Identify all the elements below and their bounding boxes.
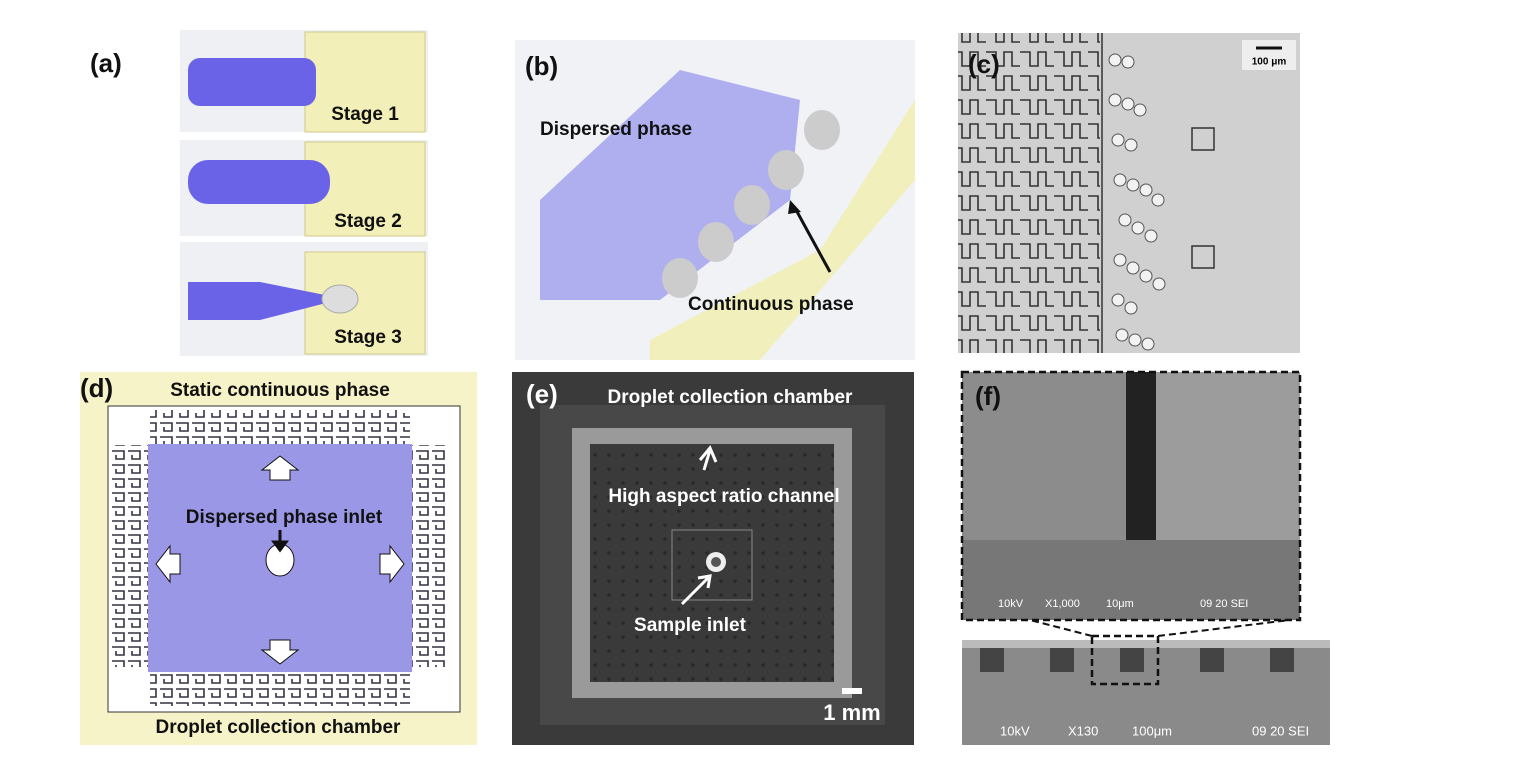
- sem-info: 100μm: [1132, 723, 1172, 738]
- panel-label: (b): [525, 51, 558, 81]
- inlet-label: Sample inlet: [634, 615, 747, 636]
- stage-label: Stage 2: [334, 211, 402, 232]
- stage-label: Stage 1: [331, 104, 399, 125]
- panel-label: (f): [975, 381, 1001, 411]
- sem-info: 09 20 SEI: [1252, 723, 1309, 738]
- sem-info: 09 20 SEI: [1200, 598, 1248, 610]
- sem-info: X1,000: [1045, 598, 1080, 610]
- dispersed-label: Dispersed phase: [540, 119, 692, 140]
- sem-info: 10kV: [998, 598, 1024, 610]
- channel-label: High aspect ratio channel: [608, 486, 839, 507]
- sem-info: 10kV: [1000, 723, 1030, 738]
- panel-e: (e) Droplet collection chamber High aspe…: [512, 372, 914, 745]
- scale-bar-label: 100 μm: [1252, 57, 1287, 68]
- inlet-label: Dispersed phase inlet: [186, 507, 383, 528]
- panel-label: (c): [968, 49, 1000, 79]
- panel-label: (a): [90, 48, 122, 78]
- panel-c: 100 μm (c): [958, 33, 1300, 353]
- top-label: Droplet collection chamber: [608, 387, 854, 408]
- top-label: Static continuous phase: [170, 380, 390, 401]
- scale-bar-label: 1 mm: [823, 700, 880, 725]
- panel-d: (d) Static continuous phase Dispersed ph…: [80, 372, 477, 745]
- panel-f: (f) 10kV X1,000 10μm 09 20 SEI 10kV X130…: [960, 370, 1330, 745]
- continuous-label: Continuous phase: [688, 294, 854, 315]
- panel-label: (e): [526, 379, 558, 409]
- panel-label: (d): [80, 373, 113, 403]
- panel-b: (b) Dispersed phase Continuous phase: [515, 40, 915, 360]
- bottom-label: Droplet collection chamber: [156, 717, 402, 738]
- sem-info: 10μm: [1106, 598, 1134, 610]
- sem-info: X130: [1068, 723, 1098, 738]
- stage-label: Stage 3: [334, 327, 402, 348]
- panel-a: (a) Stage 1 Stage 2 Stage 3: [90, 30, 428, 356]
